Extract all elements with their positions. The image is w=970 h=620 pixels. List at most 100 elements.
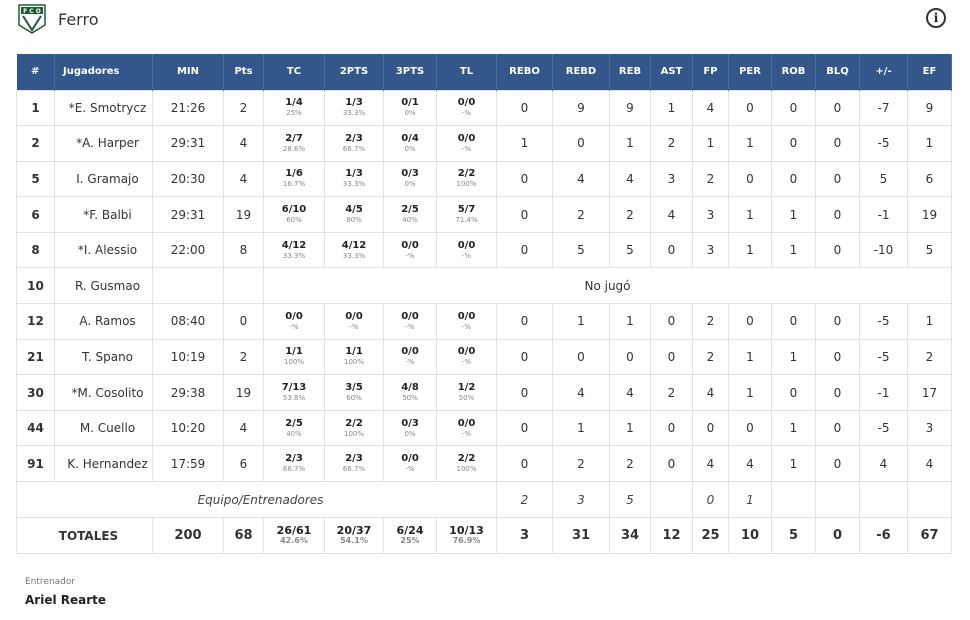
shots-percent: -%: [289, 322, 299, 331]
stat-cell: -5: [859, 409, 908, 447]
shots-made: 2/7: [285, 132, 303, 144]
stat-cell: 0: [771, 303, 816, 340]
shooting-cell: 0/3 0%: [383, 160, 437, 198]
stat-cell: 25: [692, 517, 729, 555]
shooting-cell: 2/5 40%: [263, 409, 325, 447]
stat-cell: 0: [728, 409, 772, 447]
player-name: *M. Cosolito: [54, 374, 153, 411]
stat-cell: 3: [552, 481, 610, 519]
column-header: FP: [692, 54, 729, 90]
stat-cell: 0: [815, 445, 860, 483]
stat-cell: 5: [771, 517, 816, 555]
shooting-cell: 4/8 50%: [383, 374, 437, 411]
stat-cell: 0: [815, 517, 860, 555]
shooting-cell: 6/10 60%: [263, 196, 325, 233]
stat-cell: 0: [650, 231, 693, 269]
points-cell: 4: [223, 125, 264, 162]
team-row: Equipo/Entrenadores 2 3 5 0 1: [16, 481, 952, 519]
stat-cell: 1: [771, 231, 816, 269]
shooting-cell: 20/37 54.1%: [324, 517, 384, 555]
shots-percent: 100%: [283, 358, 304, 367]
player-name: I. Gramajo: [54, 160, 153, 198]
stat-cell: 2: [552, 445, 610, 483]
shooting-cell: 1/4 25%: [263, 89, 325, 127]
shots-made: 0/0: [457, 310, 476, 322]
column-header: BLQ: [815, 54, 860, 90]
team-name: Ferro: [58, 10, 99, 29]
shots-made: 2/3: [345, 132, 363, 144]
stat-cell: 1: [728, 374, 772, 411]
shooting-cell: 0/0 -%: [263, 303, 325, 340]
stat-cell: 9: [552, 89, 610, 127]
stat-cell: 1: [650, 89, 693, 127]
stat-cell: 0: [650, 303, 693, 340]
shooting-cell: 4/12 33.3%: [263, 231, 325, 269]
player-name: K. Hernandez: [54, 445, 153, 483]
shooting-cell: 2/3 66.7%: [324, 445, 384, 483]
shots-made: 1/2: [457, 382, 476, 394]
player-number: 10: [16, 267, 55, 305]
stat-cell: 4: [859, 445, 908, 483]
empty-cell: [771, 481, 816, 519]
shots-percent: 100%: [343, 358, 364, 367]
stat-cell: 0: [496, 374, 553, 411]
stat-cell: -5: [859, 338, 908, 376]
minutes-cell: 08:40: [152, 303, 224, 340]
column-header: Jugadores: [54, 54, 153, 90]
shots-percent: 60%: [286, 216, 302, 225]
stat-cell: 4: [728, 445, 772, 483]
points-cell: 8: [223, 231, 264, 269]
stat-cell: 4: [692, 445, 729, 483]
stat-cell: 2: [496, 481, 553, 519]
shots-percent: 33.3%: [342, 180, 366, 189]
stat-cell: 1: [552, 303, 610, 340]
shots-made: 4/8: [401, 382, 419, 394]
column-header: 2PTS: [324, 54, 384, 90]
stat-cell: 2: [692, 303, 729, 340]
minutes-cell: 200: [152, 517, 224, 555]
shots-made: 2/2: [457, 453, 476, 465]
empty-cell: [152, 267, 224, 305]
stat-cell: -5: [859, 125, 908, 162]
stat-cell: 1: [771, 196, 816, 233]
stat-cell: 2: [692, 338, 729, 376]
stat-cell: -6: [859, 517, 908, 555]
player-number: 30: [16, 374, 55, 411]
shots-percent: 66.7%: [342, 465, 366, 474]
shooting-cell: 0/0 -%: [383, 231, 437, 269]
did-not-play-label: No jugó: [263, 267, 952, 305]
player-number: 44: [16, 409, 55, 447]
player-number: 21: [16, 338, 55, 376]
stat-cell: 1: [728, 231, 772, 269]
shots-made: 0/0: [401, 239, 419, 251]
shooting-cell: 1/1 100%: [324, 338, 384, 376]
shots-percent: 33.3%: [282, 251, 306, 260]
info-circle-icon[interactable]: i: [926, 8, 946, 28]
stat-cell: 5: [552, 231, 610, 269]
player-row: 5 I. Gramajo 20:30 4 1/6 16.7% 1/3 33.3% 0/3 0% 2/…: [16, 160, 952, 198]
points-cell: 19: [223, 196, 264, 233]
player-row: 6 *F. Balbi 29:31 19 6/10 60% 4/5 80% 2/5 40% 5/7 7…: [16, 196, 952, 233]
stat-cell: 0: [496, 445, 553, 483]
shooting-cell: 4/12 33.3%: [324, 231, 384, 269]
coach-name: Ariel Rearte: [25, 593, 107, 607]
stat-cell: 5: [609, 481, 651, 519]
player-name: *E. Smotrycz: [54, 89, 153, 127]
shots-percent: 0%: [404, 109, 416, 118]
shooting-cell: 2/3 66.7%: [263, 445, 325, 483]
points-cell: 2: [223, 89, 264, 127]
shooting-cell: 26/61 42.6%: [263, 517, 325, 555]
points-cell: 4: [223, 409, 264, 447]
stat-cell: 4: [907, 445, 952, 483]
shots-made: 2/3: [345, 453, 363, 465]
minutes-cell: 29:38: [152, 374, 224, 411]
stat-cell: 1: [728, 125, 772, 162]
stat-cell: 0: [496, 196, 553, 233]
player-name: T. Spano: [54, 338, 153, 376]
minutes-cell: 29:31: [152, 125, 224, 162]
stat-cell: 5: [609, 231, 651, 269]
points-cell: 6: [223, 445, 264, 483]
stat-cell: 17: [907, 374, 952, 411]
minutes-cell: 10:20: [152, 409, 224, 447]
player-name: R. Gusmao: [54, 267, 153, 305]
